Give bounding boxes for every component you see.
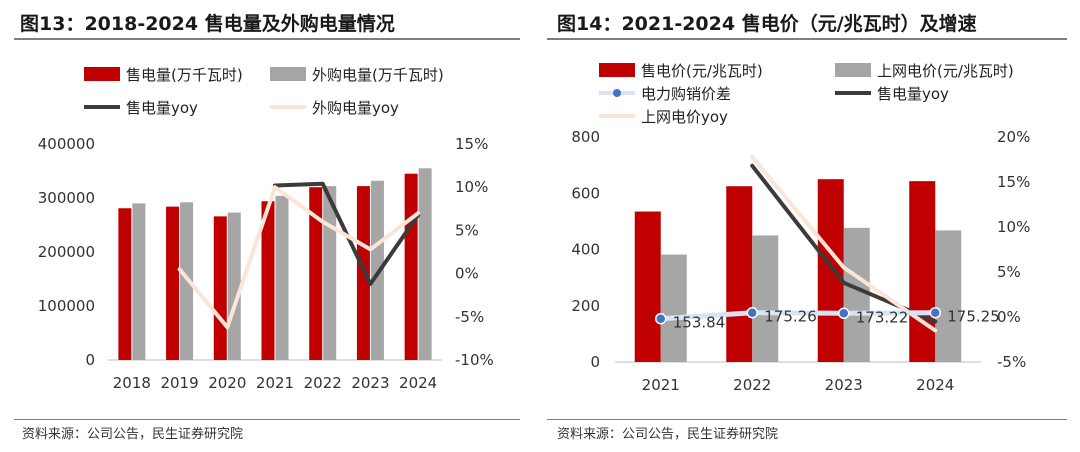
y-left-tick-label: 0: [85, 351, 95, 369]
legend-label: 售电量yoy: [126, 99, 198, 117]
x-tick-label: 2024: [399, 374, 437, 392]
y-right-tick-label: 10%: [997, 218, 1030, 236]
y-right-tick-label: 20%: [997, 128, 1030, 146]
spread-marker: [655, 312, 667, 325]
x-tick-label: 2019: [160, 374, 198, 392]
y-left-tick-label: 0: [590, 353, 600, 371]
y-right-tick-label: 15%: [997, 173, 1030, 191]
spread-line: [660, 310, 936, 322]
bar-primary: [118, 208, 132, 360]
bar-secondary: [935, 230, 962, 362]
x-tick-label: 2022: [733, 376, 771, 394]
spread-data-label: 175.26: [764, 308, 817, 326]
y-left-tick-label: 100000: [38, 297, 95, 315]
bar-primary: [726, 186, 753, 362]
chart-title: 图14：2021-2024 售电价（元/兆瓦时）及增速: [557, 13, 977, 35]
bar-primary: [404, 173, 418, 360]
legend-label: 上网电价(元/兆瓦时): [877, 62, 1014, 80]
y-right-tick-label: -10%: [455, 351, 494, 369]
chart-14-svg: 售电价(元/兆瓦时) 上网电价(元/兆瓦时) 电力购销价差 售电量yoy 上网电价yoy…: [571, 62, 1030, 394]
y-right-tick-label: -5%: [997, 353, 1026, 371]
x-tick-label: 2023: [825, 376, 863, 394]
y-left-tick-label: 600: [571, 184, 600, 202]
y-right-tick-label: 0%: [455, 265, 479, 283]
spread-marker: [838, 307, 850, 320]
bar-primary: [213, 216, 227, 360]
bar-primary: [261, 201, 275, 360]
y-right-tick-label: -5%: [455, 308, 484, 326]
legend-label: 售电量(万千瓦时): [126, 66, 243, 84]
x-tick-label: 2018: [113, 374, 151, 392]
y-right-tick-label: 5%: [455, 221, 479, 239]
bar-secondary: [275, 195, 289, 360]
bar-secondary: [132, 203, 146, 360]
bar-primary: [309, 187, 323, 360]
legend-swatch-bar: [599, 63, 635, 77]
y-right-tick-label: 15%: [455, 135, 488, 153]
spread-data-label: 173.22: [856, 308, 909, 326]
x-tick-label: 2020: [208, 374, 246, 392]
legend-swatch-bar: [84, 67, 120, 81]
chart-panel-right: 图14：2021-2024 售电价（元/兆瓦时）及增速 售电价(元/兆瓦时) 上网…: [545, 0, 1080, 452]
y-left-tick-label: 200000: [38, 243, 95, 261]
bar-secondary: [418, 168, 432, 360]
legend-swatch-bar: [270, 67, 306, 81]
bar-secondary: [843, 227, 870, 362]
bar-primary: [634, 211, 661, 362]
x-tick-label: 2021: [642, 376, 680, 394]
y-left-tick-label: 300000: [38, 189, 95, 207]
source-note: 资料来源：公司公告，民生证券研究院: [557, 427, 779, 442]
y-right-tick-label: 10%: [455, 178, 488, 196]
y-left-tick-label: 400: [571, 241, 600, 259]
spread-marker: [746, 306, 758, 319]
x-tick-label: 2023: [351, 374, 389, 392]
legend-label: 上网电价yoy: [641, 108, 728, 126]
chart-title: 图13：2018-2024 售电量及外购电量情况: [20, 13, 395, 35]
spread-data-label: 175.25: [947, 308, 1000, 326]
chart-panel-left: 图13：2018-2024 售电量及外购电量情况 售电量(万千瓦时) 外购电量(万…: [0, 0, 530, 452]
bar-secondary: [227, 212, 241, 360]
legend-swatch-marker: [613, 89, 621, 97]
y-right-tick-label: 5%: [997, 263, 1021, 281]
title-divider: [547, 38, 1067, 40]
legend-label: 售电价(元/兆瓦时): [641, 62, 763, 80]
y-left-tick-label: 200: [571, 297, 600, 315]
bar-primary: [909, 181, 936, 362]
bar-secondary: [752, 235, 779, 362]
source-divider: [547, 419, 1067, 420]
spread-data-label: 153.84: [673, 314, 726, 332]
source-note: 资料来源：公司公告，民生证券研究院: [22, 427, 244, 442]
series-line-1: [750, 154, 938, 333]
bar-primary: [166, 206, 180, 360]
source-divider: [14, 419, 520, 420]
x-tick-label: 2024: [916, 376, 954, 394]
x-tick-label: 2021: [256, 374, 294, 392]
spread-marker: [929, 306, 941, 319]
y-left-tick-label: 400000: [38, 135, 95, 153]
legend-label: 售电量yoy: [877, 85, 949, 103]
legend-label: 外购电量(万千瓦时): [312, 66, 444, 84]
y-left-tick-label: 800: [571, 128, 600, 146]
legend-label: 外购电量yoy: [312, 99, 399, 117]
x-tick-label: 2022: [304, 374, 342, 392]
series-line-1: [177, 185, 421, 330]
chart-13-svg: 售电量(万千瓦时) 外购电量(万千瓦时) 售电量yoy 外购电量yoy 0 100000 2…: [38, 66, 494, 392]
title-divider: [14, 38, 520, 40]
bar-primary: [817, 179, 844, 362]
bar-secondary: [180, 202, 194, 360]
legend-label: 电力购销价差: [641, 85, 731, 103]
y-right-tick-label: 0%: [997, 308, 1021, 326]
legend-swatch-bar: [835, 63, 871, 77]
bar-secondary: [660, 254, 687, 362]
